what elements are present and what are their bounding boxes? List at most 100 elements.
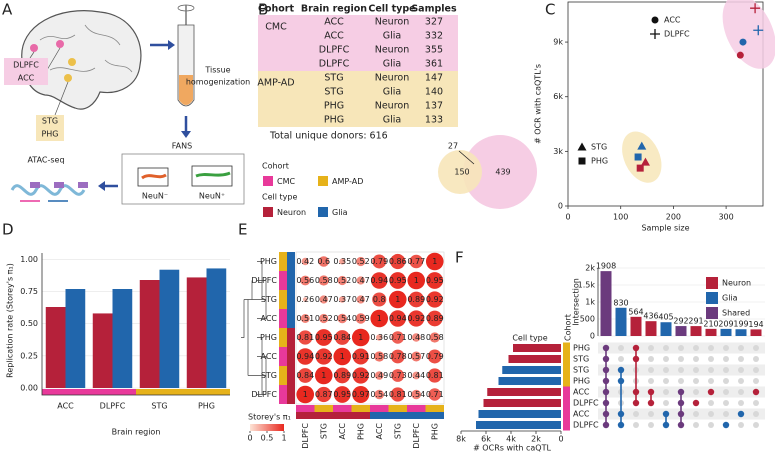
cell-label: 0.37	[333, 295, 351, 304]
region-dot	[30, 44, 38, 52]
cell-label: 0.89	[426, 314, 444, 323]
heat-cell	[389, 272, 407, 289]
matrix-dot-empty	[678, 378, 684, 384]
y-tick-label: 1k	[585, 298, 595, 307]
heat-cell	[318, 256, 330, 267]
set-label: PHG	[573, 377, 590, 386]
heat-cell	[408, 291, 425, 308]
table-cell: 332	[425, 31, 443, 42]
bar	[720, 328, 732, 336]
heat-cell	[411, 389, 422, 400]
row-cohort	[279, 309, 287, 328]
col-label: STG	[319, 423, 328, 439]
heat-cell	[391, 369, 405, 382]
cohort-ellipse	[622, 131, 662, 183]
cohort-cell: AMP-AD	[257, 78, 294, 89]
heat-cell	[351, 328, 370, 347]
y-tick-label: 9k	[553, 38, 563, 47]
table-cell: 361	[425, 59, 443, 70]
x-tick-label: PHG	[198, 402, 215, 411]
matrix-dot-empty	[648, 411, 654, 417]
y-axis-title: Replication rate (Storey's π₁)	[6, 263, 15, 378]
set-bar	[476, 421, 561, 429]
heat-cell	[409, 254, 424, 269]
x-tick-label: 0	[558, 435, 563, 444]
cell-label: 0.44	[407, 371, 425, 380]
cell-label: 1	[358, 333, 363, 342]
legend-marker	[577, 142, 587, 151]
col-cohort	[333, 405, 352, 412]
matrix-dot-empty	[693, 422, 699, 428]
set-bar	[478, 410, 561, 418]
heat-cell	[374, 389, 385, 400]
matrix-dot	[602, 344, 610, 352]
table-cell: 137	[425, 101, 443, 112]
arrow-head	[98, 181, 105, 191]
set-cohort	[563, 364, 570, 376]
bar	[206, 268, 227, 388]
cell-label: 0.47	[352, 295, 370, 304]
matrix-dot	[617, 377, 625, 385]
heat-cell	[316, 386, 332, 403]
bar-label: 292	[673, 317, 688, 326]
y-axis-title: Intersection	[572, 278, 581, 326]
bar	[159, 269, 180, 388]
set-bar	[502, 366, 561, 374]
heat-cell	[411, 351, 422, 362]
heat-cell	[333, 347, 352, 366]
heat-cell	[334, 367, 351, 384]
set-cohort	[563, 408, 570, 420]
cell-label: 1	[340, 352, 345, 361]
table-header: Samples	[411, 4, 457, 15]
cell-label: 1	[395, 295, 400, 304]
cell-label: 0.86	[389, 257, 407, 266]
gate-label: NeuN⁻	[142, 192, 168, 201]
legend-label: Glia	[722, 294, 738, 303]
venn-count: 27	[448, 142, 458, 151]
cell-label: 0.52	[333, 276, 351, 285]
legend-swatch	[263, 207, 273, 217]
cell-label: 0.47	[315, 295, 333, 304]
row-cohort	[279, 385, 287, 404]
heat-cell	[429, 332, 440, 343]
cell-label: 0.52	[352, 257, 370, 266]
venn-count: 439	[495, 168, 510, 177]
matrix-dot	[737, 410, 745, 418]
point	[634, 153, 642, 161]
x-tick-label: 100	[613, 213, 628, 222]
cell-label: 0.71	[426, 390, 444, 399]
matrix-dot-empty	[693, 389, 699, 395]
x-axis-title: # OCRs with caQTL	[473, 444, 551, 452]
heat-cell	[374, 351, 385, 362]
matrix-dot-empty	[693, 367, 699, 373]
cell-label: 0.94	[389, 314, 407, 323]
matrix-dot-empty	[663, 356, 669, 362]
matrix-dot-empty	[693, 378, 699, 384]
heat-cell	[355, 313, 366, 324]
heat-cell	[372, 292, 387, 307]
y-tick-label: 500	[580, 315, 595, 324]
point	[739, 38, 747, 46]
cell-label: 0.95	[333, 390, 351, 399]
row-cell-type	[287, 328, 295, 347]
col-label: STG	[393, 423, 402, 439]
cell-label: 1	[432, 257, 437, 266]
arrow-head	[168, 40, 175, 50]
colorbar-label: 0.5	[261, 434, 274, 443]
cell-label: 0.87	[315, 390, 333, 399]
matrix-dot-empty	[708, 422, 714, 428]
col-cohort	[407, 405, 426, 412]
set-label: STG	[573, 355, 589, 364]
set-cohort	[563, 353, 570, 365]
matrix-dot	[677, 421, 685, 429]
heat-cell	[425, 252, 444, 271]
heat-cell	[376, 334, 383, 341]
panel-letter: A	[2, 1, 13, 19]
table-cell: 140	[425, 87, 443, 98]
heat-cell	[314, 366, 333, 385]
matrix-dot	[602, 388, 610, 396]
y-tick-label: 0	[590, 332, 595, 341]
cell-label: 0.36	[370, 333, 388, 342]
bar-label: 291	[688, 317, 703, 326]
